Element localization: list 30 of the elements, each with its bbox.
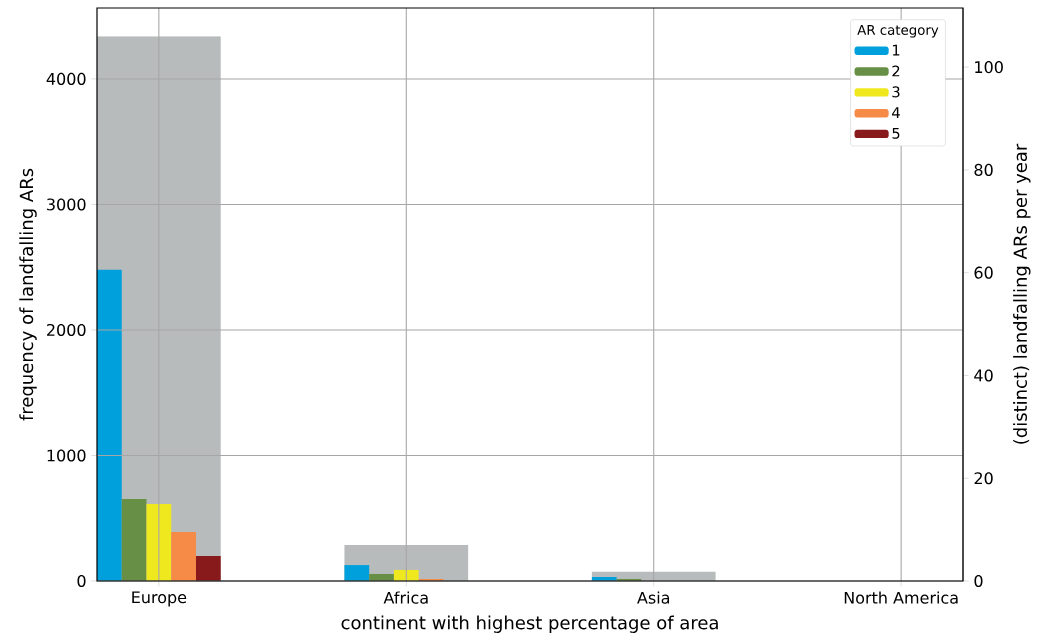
legend-title: AR category xyxy=(857,25,939,38)
y-tick-label: 4000 xyxy=(46,72,86,85)
x-tick-label: Asia xyxy=(637,591,670,604)
legend-label: 5 xyxy=(892,127,900,139)
y-tick-label: 0 xyxy=(77,574,86,588)
bar xyxy=(121,499,147,581)
bar xyxy=(171,532,196,581)
y2-tick-label: 40 xyxy=(974,369,993,382)
legend-label: 2 xyxy=(892,65,900,77)
y2-tick-label: 80 xyxy=(974,163,993,176)
x-axis-title: continent with highest percentage of area xyxy=(341,615,718,633)
bar xyxy=(97,269,122,581)
x-tick-label: North America xyxy=(844,591,958,604)
legend-label: 1 xyxy=(892,44,900,56)
y2-axis-title: (distinct) landfalling ARs per year xyxy=(1013,143,1031,444)
y2-tick-label: 0 xyxy=(974,574,983,588)
y-axis-title: frequency of landfalling ARs xyxy=(19,168,37,421)
y2-tick-label: 20 xyxy=(974,472,993,485)
bar xyxy=(344,565,370,581)
x-tick-label: Africa xyxy=(383,591,428,604)
bar xyxy=(146,503,172,581)
y2-tick-label: 100 xyxy=(975,61,1003,74)
y-tick-label: 2000 xyxy=(47,323,86,337)
y-tick-label: 3000 xyxy=(47,198,86,211)
x-tick-label: Europe xyxy=(132,591,187,607)
bar xyxy=(195,556,221,581)
y2-tick-label: 60 xyxy=(974,266,993,279)
legend-label: 3 xyxy=(892,86,900,98)
legend-label: 4 xyxy=(892,107,900,118)
y-tick-label: 1000 xyxy=(47,449,86,462)
